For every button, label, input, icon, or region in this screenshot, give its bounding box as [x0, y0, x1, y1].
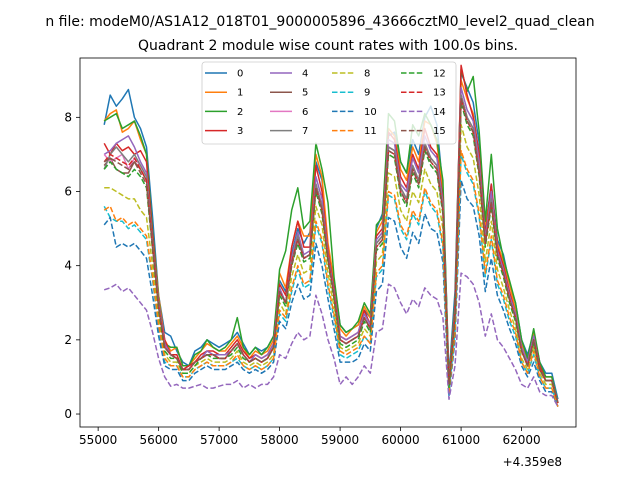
legend-label-15: 15	[433, 126, 446, 137]
x-tick-label: 55000	[79, 433, 117, 447]
legend-label-0: 0	[237, 69, 243, 80]
axes-layer: 55000 56000 57000 58000 59000 60000 61000 62000…	[64, 57, 577, 447]
legend-label-2: 2	[237, 107, 243, 118]
legend-label-12: 12	[433, 69, 446, 80]
legend-frame	[201, 61, 457, 145]
legend-label-4: 4	[302, 69, 308, 80]
legend-label-1: 1	[237, 88, 243, 99]
legend-label-14: 14	[433, 107, 446, 118]
y-tick-label: 8	[64, 110, 72, 124]
legend-label-11: 11	[364, 126, 377, 137]
legend-label-6: 6	[302, 107, 308, 118]
series-line-11	[103, 149, 559, 407]
x-tick-label: 59000	[321, 433, 359, 447]
legend-label-8: 8	[364, 69, 370, 80]
y-tick-label: 4	[64, 259, 72, 273]
series-line-14	[103, 272, 559, 407]
series-line-15	[103, 98, 559, 404]
series-line-2	[103, 68, 559, 404]
figure-suptitle: n file: modeM0/AS1A12_018T01_9000005896_…	[45, 14, 594, 30]
legend-label-13: 13	[433, 88, 446, 99]
legend-label-7: 7	[302, 126, 308, 137]
series-layer	[103, 64, 559, 407]
x-tick-label: 60000	[381, 433, 419, 447]
x-tick-label: 61000	[442, 433, 480, 447]
legend-label-10: 10	[364, 107, 377, 118]
y-tick-label: 0	[64, 407, 72, 421]
legend-label-3: 3	[237, 126, 243, 137]
legend-label-9: 9	[364, 88, 370, 99]
axes-frame	[79, 57, 577, 428]
y-tick-label: 2	[64, 333, 72, 347]
y-tick-label: 6	[64, 185, 72, 199]
series-line-9	[103, 153, 559, 407]
x-tick-label: 58000	[261, 433, 299, 447]
series-line-10	[103, 179, 559, 407]
x-tick-label: 57000	[200, 433, 238, 447]
chart-title: Quadrant 2 module wise count rates with …	[138, 38, 518, 54]
x-tick-label: 62000	[502, 433, 540, 447]
legend-label-5: 5	[302, 88, 308, 99]
x-tick-label: 56000	[140, 433, 178, 447]
x-offset-label: +4.359e8	[503, 455, 562, 469]
